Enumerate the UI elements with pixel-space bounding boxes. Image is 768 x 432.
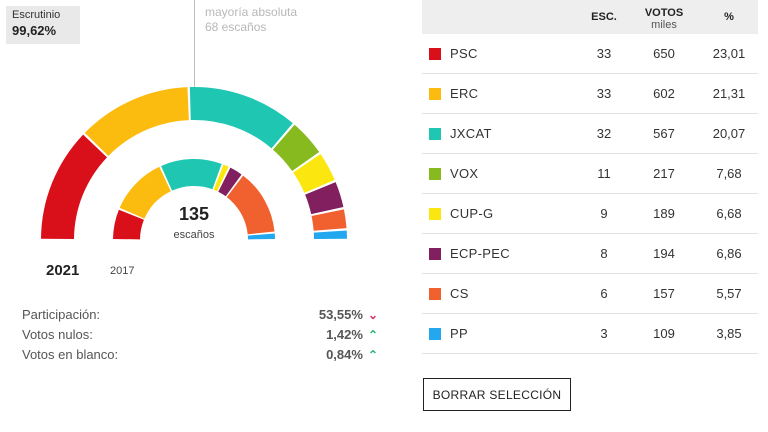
header-votes-unit: miles — [651, 19, 677, 31]
party-row-erc[interactable]: ERC 33 602 21,31 — [422, 74, 758, 114]
party-percent: 6,86 — [716, 246, 742, 261]
hemicycle-chart — [41, 87, 347, 240]
party-seats: 32 — [596, 126, 612, 141]
party-votes: 602 — [653, 86, 675, 101]
party-seats: 33 — [596, 46, 612, 61]
year-current: 2021 — [46, 262, 80, 279]
scrutiny-box: Escrutinio 99,62% — [6, 6, 80, 44]
party-seats: 11 — [597, 166, 611, 181]
party-percent: 6,68 — [716, 206, 742, 221]
stat-row-participation: Participación: 53,55% ⌄ — [22, 304, 378, 324]
party-row-vox[interactable]: VOX 11 217 7,68 — [422, 154, 758, 194]
party-color-swatch — [429, 48, 441, 60]
turnout-stats: Participación: 53,55% ⌄ Votos nulos: 1,42… — [22, 304, 378, 364]
party-row-cup-g[interactable]: CUP-G 9 189 6,68 — [422, 194, 758, 234]
stat-value: 1,42% — [326, 326, 363, 342]
hemicycle-segment-erc[interactable] — [119, 166, 171, 219]
majority-label: mayoría absoluta 68 escaños — [205, 5, 297, 35]
hemicycle-segment-cup-g[interactable] — [293, 153, 335, 193]
party-name: ERC — [450, 86, 479, 101]
total-seats-label: escaños — [173, 229, 215, 241]
year-previous[interactable]: 2017 — [110, 265, 135, 277]
stat-label: Participación: — [22, 306, 101, 322]
party-color-swatch — [429, 168, 441, 180]
party-votes: 189 — [653, 206, 675, 221]
party-color-swatch — [429, 288, 441, 300]
party-row-pp[interactable]: PP 3 109 3,85 — [422, 314, 758, 354]
party-color-swatch — [429, 248, 441, 260]
hemicycle-segment-cup-g[interactable] — [213, 164, 229, 192]
stat-row-blank-votes: Votos en blanco: 0,84% ⌃ — [22, 344, 378, 364]
scrutiny-label: Escrutinio — [12, 9, 61, 21]
party-seats: 6 — [600, 286, 608, 301]
party-votes: 567 — [653, 126, 675, 141]
party-name: PSC — [450, 46, 478, 61]
party-color-swatch — [429, 128, 441, 140]
party-votes: 157 — [653, 286, 675, 301]
total-seats: 135 — [178, 204, 210, 224]
party-name: ECP-PEC — [450, 246, 510, 261]
trend-up-icon: ⌃ — [367, 327, 378, 342]
party-name: CS — [450, 286, 469, 301]
party-color-swatch — [429, 208, 441, 220]
party-row-ecp-pec[interactable]: ECP-PEC 8 194 6,86 — [422, 234, 758, 274]
hemicycle-segment-psc[interactable] — [113, 209, 144, 240]
party-percent: 23,01 — [712, 46, 746, 61]
hemicycle-2017 — [113, 158, 275, 240]
stat-label: Votos nulos: — [22, 326, 93, 342]
hemicycle-segment-cs[interactable] — [226, 175, 275, 235]
hemicycle-segment-cs[interactable] — [311, 209, 347, 231]
party-row-cs[interactable]: CS 6 157 5,57 — [422, 274, 758, 314]
stat-label: Votos en blanco: — [22, 346, 119, 362]
party-votes: 217 — [653, 166, 675, 181]
clear-selection-button[interactable]: BORRAR SELECCIÓN — [423, 378, 571, 411]
results-table: ESC. VOTOS miles % PSC 33 650 23,01 ERC 33 602… — [422, 0, 758, 354]
hemicycle-segment-ecp-pec[interactable] — [218, 167, 242, 197]
party-row-jxcat[interactable]: JXCAT 32 567 20,07 — [422, 114, 758, 154]
results-table-header: ESC. VOTOS miles % — [422, 0, 758, 34]
hemicycle-segment-pp[interactable] — [313, 230, 347, 240]
party-votes: 650 — [653, 46, 675, 61]
header-votes-label: VOTOS — [644, 7, 684, 19]
party-color-swatch — [429, 328, 441, 340]
party-percent: 7,68 — [716, 166, 742, 181]
majority-label-seats: 68 escaños — [205, 20, 267, 34]
header-seats: ESC. — [591, 11, 617, 23]
party-color-swatch — [429, 88, 441, 100]
party-percent: 5,57 — [716, 286, 742, 301]
party-votes: 109 — [653, 326, 675, 341]
party-seats: 3 — [600, 326, 608, 341]
stat-value: 0,84% — [326, 346, 363, 362]
party-seats: 33 — [596, 86, 612, 101]
party-row-psc[interactable]: PSC 33 650 23,01 — [422, 34, 758, 74]
scrutiny-value: 99,62% — [12, 23, 57, 38]
party-seats: 9 — [600, 206, 608, 221]
hemicycle-segment-jxcat[interactable] — [161, 158, 222, 191]
hemicycle-segment-pp[interactable] — [247, 233, 275, 240]
header-votes: VOTOS miles — [640, 7, 688, 31]
hemicycle-2021 — [41, 87, 347, 240]
stat-value: 53,55% — [318, 306, 363, 322]
party-seats: 8 — [600, 246, 608, 261]
trend-down-icon: ⌄ — [367, 307, 378, 322]
stat-row-null-votes: Votos nulos: 1,42% ⌃ — [22, 324, 378, 344]
hemicycle-segment-ecp-pec[interactable] — [305, 182, 344, 215]
party-percent: 21,31 — [712, 86, 746, 101]
hemicycle-segment-erc[interactable] — [84, 87, 189, 156]
party-name: VOX — [450, 166, 479, 181]
trend-up-icon: ⌃ — [367, 347, 378, 362]
party-name: CUP-G — [450, 206, 494, 221]
hemicycle-segment-jxcat[interactable] — [189, 87, 293, 149]
party-name: PP — [450, 326, 468, 341]
hemicycle-segment-psc[interactable] — [41, 134, 108, 240]
party-percent: 20,07 — [712, 126, 746, 141]
majority-line — [194, 0, 195, 94]
majority-label-title: mayoría absoluta — [205, 5, 298, 19]
party-votes: 194 — [653, 246, 675, 261]
header-percent: % — [724, 11, 734, 23]
party-name: JXCAT — [450, 126, 492, 141]
party-percent: 3,85 — [716, 326, 742, 341]
hemicycle-segment-vox[interactable] — [272, 124, 320, 171]
